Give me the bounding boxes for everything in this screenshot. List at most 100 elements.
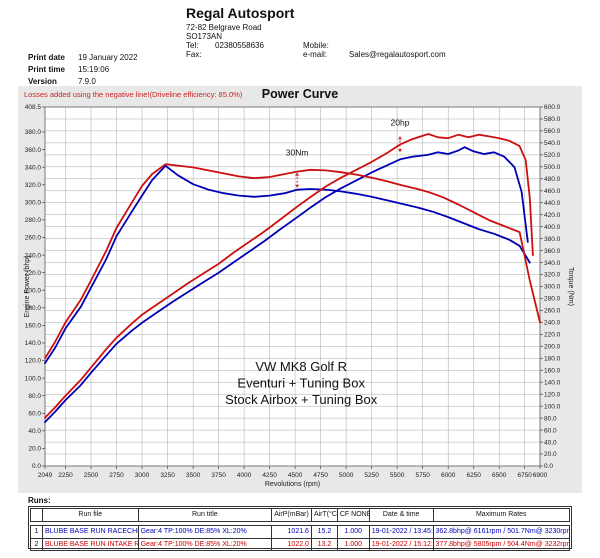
runs-header-cell: Run file xyxy=(43,509,139,521)
runs-header-cell: AirP(mBar) xyxy=(272,509,312,521)
run-cell: 362.8bhp@ 6161rpm / 501.7Nm@ 3230rpm xyxy=(435,528,569,535)
right-axis-tick: 500.0 xyxy=(544,164,561,171)
power-curve-chart: 408.5 380.0 360.0 340.0 320.0 300.0 280.0 260.0… xyxy=(24,104,574,488)
email-label: e-mail: xyxy=(303,50,328,59)
losses-notice: Losses added using the negative line!(Dr… xyxy=(24,90,243,99)
left-axis-tick: 220.0 xyxy=(25,270,42,277)
left-axis-tick: 280.0 xyxy=(25,217,42,224)
print-time-value: 15:19:06 xyxy=(78,65,110,74)
right-axis-tick: 580.0 xyxy=(544,116,561,123)
x-axis-tick: 3500 xyxy=(186,472,201,479)
left-axis-tick: 320.0 xyxy=(25,182,42,189)
x-axis-tick: 2500 xyxy=(84,472,99,479)
right-axis-tick: 340.0 xyxy=(544,260,561,267)
left-axis-tick: 340.0 xyxy=(25,164,42,171)
version-value: 7.9.0 xyxy=(78,77,96,86)
right-axis-tick: 160.0 xyxy=(544,368,561,375)
company-address-line2: SO173AN xyxy=(186,32,223,41)
run-cell: 1.000 xyxy=(338,539,370,550)
right-axis-tick: 0.0 xyxy=(544,463,553,470)
x-axis-tick: 6000 xyxy=(441,472,456,479)
runs-header-cell: CF NONE xyxy=(338,509,370,521)
left-axis-tick: 60.0 xyxy=(28,411,41,418)
print-date-label: Print date xyxy=(28,53,65,62)
x-axis-tick: 6900 xyxy=(533,472,548,479)
left-axis-tick: 120.0 xyxy=(25,358,42,365)
x-axis-tick: 3750 xyxy=(211,472,226,479)
right-axis-tick: 120.0 xyxy=(544,391,561,398)
email-value: Sales@regalautosport.com xyxy=(349,50,446,59)
right-axis-tick: 560.0 xyxy=(544,128,561,135)
right-axis-tick: 220.0 xyxy=(544,332,561,339)
run-cell: 2 xyxy=(31,539,43,550)
right-axis-tick: 440.0 xyxy=(544,200,561,207)
right-axis-tick: 40.0 xyxy=(544,439,557,446)
run1-torque-nm-curve xyxy=(44,164,531,365)
x-axis-tick: 5000 xyxy=(339,472,354,479)
left-axis-tick: 140.0 xyxy=(25,340,42,347)
right-axis-tick: 600.0 xyxy=(544,104,561,111)
company-name: Regal Autosport xyxy=(186,5,295,21)
run2-power-bhp-curve xyxy=(44,133,534,419)
run-cell: 1 xyxy=(31,526,43,538)
x-axis-tick: 6500 xyxy=(492,472,507,479)
right-axis-tick: 520.0 xyxy=(544,152,561,159)
chart-panel: Power Curve Losses added using the negat… xyxy=(18,86,582,493)
left-axis-tick: 20.0 xyxy=(28,446,41,453)
x-axis-tick: 3000 xyxy=(135,472,150,479)
run-cell: 377.8bhp@ 5805rpm / 504.4Nm@ 3232rpm xyxy=(435,541,569,548)
left-axis-tick: 408.5 xyxy=(25,104,42,111)
left-axis-tick: 80.0 xyxy=(28,393,41,400)
x-axis-tick: 2049 xyxy=(38,472,53,479)
tel-value: 02380558636 xyxy=(215,41,264,50)
x-axis-tick: 6250 xyxy=(466,472,481,479)
run-cell: Gear:4 TP:100% DE:85% XL:20% xyxy=(139,526,273,538)
tel-label: Tel: xyxy=(186,41,199,50)
x-axis-tick: 4500 xyxy=(288,472,303,479)
right-axis-tick: 140.0 xyxy=(544,379,561,386)
x-axis-tick: 4750 xyxy=(313,472,328,479)
right-axis-tick: 320.0 xyxy=(544,272,561,279)
right-axis-tick: 280.0 xyxy=(544,296,561,303)
run-cell: 15.2 xyxy=(312,526,338,538)
run-cell: 1021.6 xyxy=(272,526,312,538)
right-axis-tick: 20.0 xyxy=(544,451,557,458)
right-axis-tick: 60.0 xyxy=(544,427,557,434)
run-cell: Gear:4 TP:100% DE:85% XL:20% xyxy=(139,539,273,550)
runs-table: Run file Run title AirP(mBar) AirT(°C) CF NO… xyxy=(28,506,572,551)
right-axis-tick: 360.0 xyxy=(544,248,561,255)
x-axis-title: Revolutions (rpm) xyxy=(265,481,320,488)
right-axis-tick: 400.0 xyxy=(544,224,561,231)
overlay-text-line: Eventuri + Tuning Box xyxy=(237,376,365,391)
x-axis-tick: 2250 xyxy=(58,472,73,479)
left-axis-tick: 380.0 xyxy=(25,129,42,136)
left-axis-tick: 160.0 xyxy=(25,323,42,330)
overlay-text-line: Stock Airbox + Tuning Box xyxy=(225,392,378,407)
mobile-label: Mobile: xyxy=(303,41,329,50)
version-label: Version xyxy=(28,77,57,86)
runs-header-cell xyxy=(31,509,43,521)
print-time-label: Print time xyxy=(28,65,65,74)
annotation-label: 30Nm xyxy=(286,148,309,158)
run-cell: BLUBE BASE RUN RACECHIP R2.00 xyxy=(43,526,139,538)
left-axis-tick: 300.0 xyxy=(25,200,42,207)
run-cell: 1022.0 xyxy=(272,539,312,550)
annotation-label: 20hp xyxy=(391,117,410,127)
left-axis-tick: 260.0 xyxy=(25,235,42,242)
run1-power-bhp-curve xyxy=(44,146,529,424)
x-axis-tick: 6750 xyxy=(517,472,532,479)
x-axis-tick: 4000 xyxy=(237,472,252,479)
runs-label: Runs: xyxy=(28,496,51,505)
x-axis-tick: 3250 xyxy=(160,472,175,479)
x-axis-tick: 4250 xyxy=(262,472,277,479)
x-axis-tick: 2750 xyxy=(109,472,124,479)
run-cell: 1.000 xyxy=(338,526,370,538)
right-axis-tick: 540.0 xyxy=(544,140,561,147)
run2-torque-nm-curve xyxy=(44,163,541,360)
right-axis-tick: 260.0 xyxy=(544,308,561,315)
fax-label: Fax: xyxy=(186,50,202,59)
runs-header-cell: Run title xyxy=(139,509,273,521)
runs-header-cell: AirT(°C) xyxy=(312,509,338,521)
